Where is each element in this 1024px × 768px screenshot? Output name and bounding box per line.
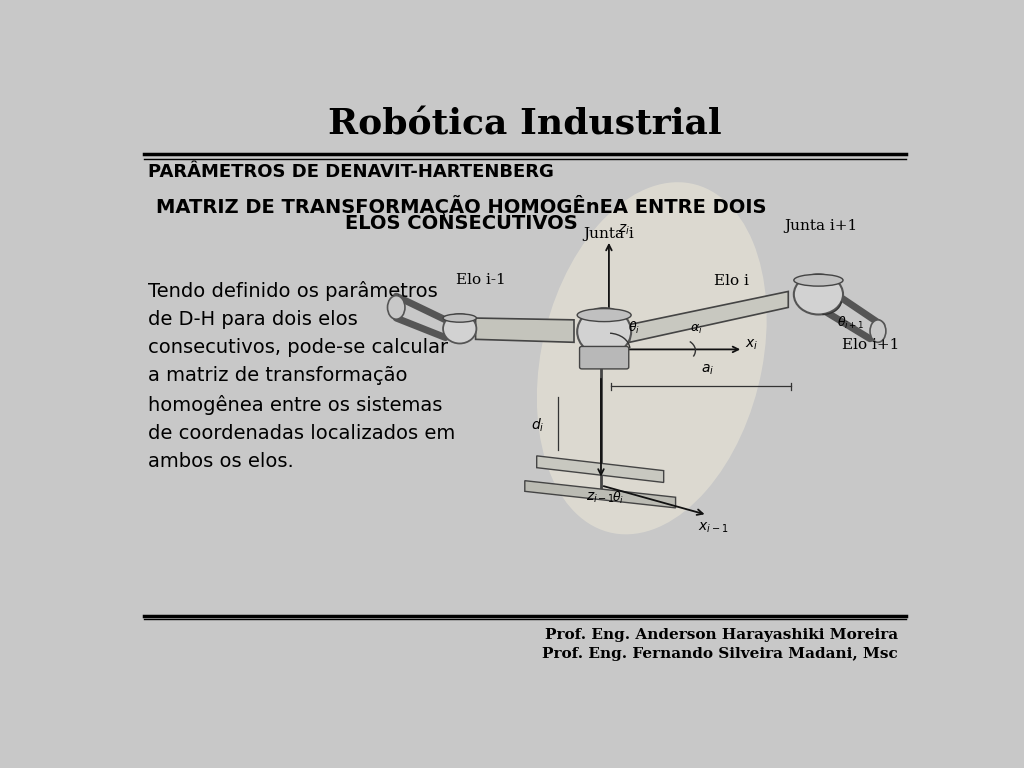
Text: $a_i$: $a_i$ [700,362,714,376]
Ellipse shape [537,182,767,535]
Text: $\theta_i$: $\theta_i$ [628,320,640,336]
Ellipse shape [443,314,476,343]
Polygon shape [630,291,788,343]
Ellipse shape [794,274,843,286]
Polygon shape [524,481,676,508]
Text: ELOS CONSECUTIVOS: ELOS CONSECUTIVOS [345,214,578,233]
Text: PARÂMETROS DE DENAVIT-HARTENBERG: PARÂMETROS DE DENAVIT-HARTENBERG [147,163,554,181]
Text: $d_i$: $d_i$ [531,416,545,434]
Text: Elo i+1: Elo i+1 [842,338,900,353]
Ellipse shape [794,274,843,315]
Text: $x_{i-1}$: $x_{i-1}$ [698,521,729,535]
Text: $\theta_{i+1}$: $\theta_{i+1}$ [838,315,865,331]
Ellipse shape [578,309,631,322]
Text: Prof. Eng. Fernando Silveira Madani, Msc: Prof. Eng. Fernando Silveira Madani, Msc [542,647,898,661]
Polygon shape [475,318,574,343]
Text: Junta i: Junta i [583,227,634,241]
Text: $\theta_i$: $\theta_i$ [612,490,625,506]
Text: MATRIZ DE TRANSFORMAÇÃO HOMOGÊnEA ENTRE DOIS: MATRIZ DE TRANSFORMAÇÃO HOMOGÊnEA ENTRE … [156,195,767,217]
Text: Elo i: Elo i [714,274,749,289]
Polygon shape [537,456,664,482]
Text: $x_i$: $x_i$ [745,337,759,352]
Text: $z_i$: $z_i$ [618,223,631,237]
Ellipse shape [870,319,886,343]
Text: $z_{i-1}$: $z_{i-1}$ [586,490,614,505]
Ellipse shape [387,296,404,319]
Text: Robótica Industrial: Robótica Industrial [328,108,722,141]
Text: $\alpha_i$: $\alpha_i$ [690,323,702,336]
Ellipse shape [443,314,476,323]
Text: Prof. Eng. Anderson Harayashiki Moreira: Prof. Eng. Anderson Harayashiki Moreira [545,628,898,642]
Text: Tendo definido os parâmetros
de D-H para dois elos
consecutivos, pode-se calcula: Tendo definido os parâmetros de D-H para… [147,281,455,471]
FancyBboxPatch shape [580,346,629,369]
Ellipse shape [578,308,631,356]
Text: Elo i-1: Elo i-1 [457,273,506,287]
Text: Junta i+1: Junta i+1 [784,219,857,233]
